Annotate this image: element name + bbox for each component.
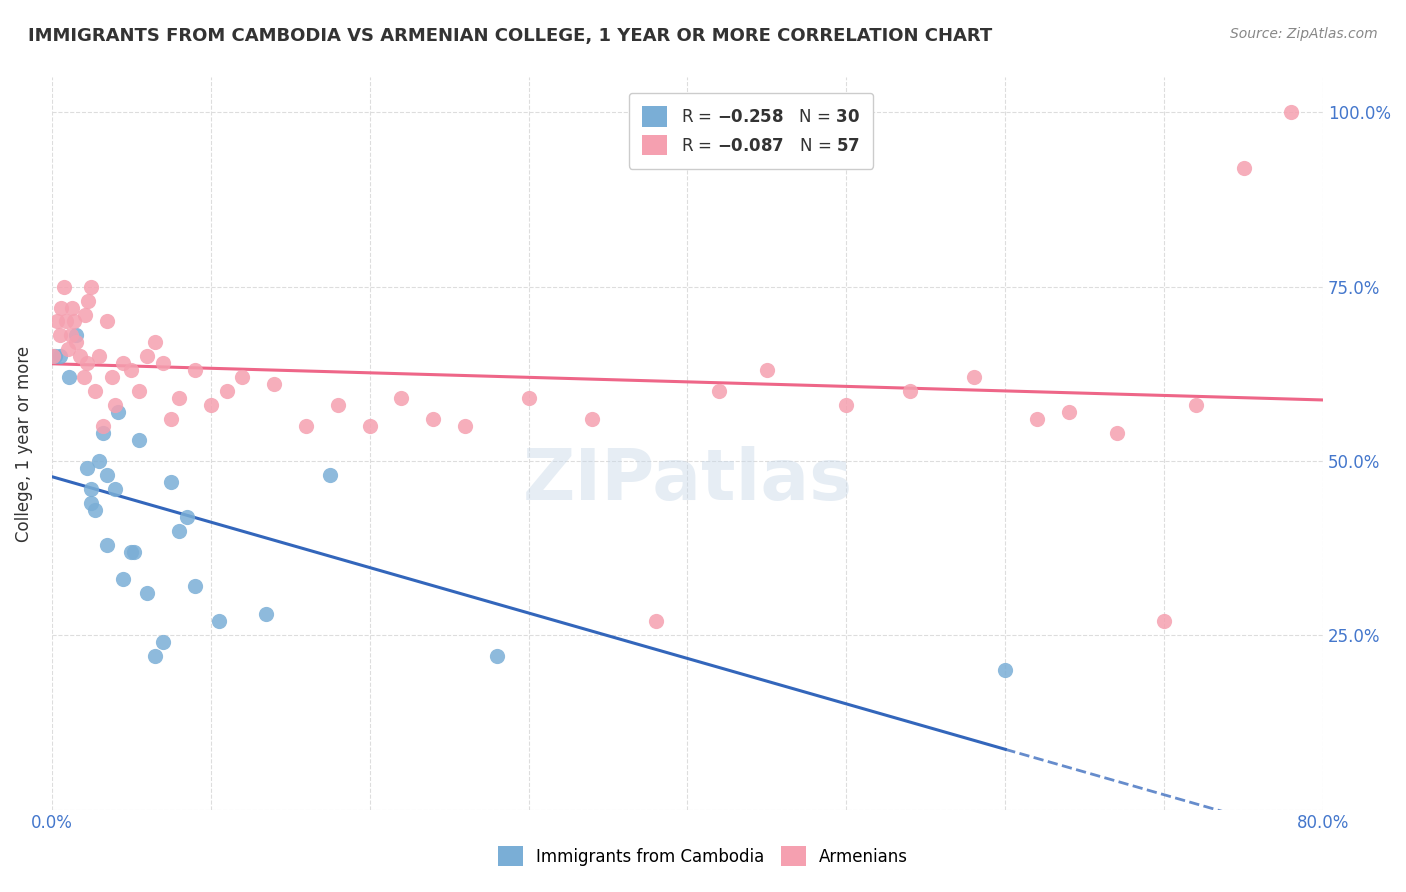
Point [101,370,124,384]
Point [48,328,70,343]
Point [326,398,349,412]
Point [104,398,127,412]
Point [76,356,98,370]
Y-axis label: College, 1 year or more: College, 1 year or more [15,345,32,541]
Point [176,509,198,524]
Point [120,544,142,558]
Point [112,573,135,587]
Point [59,328,82,343]
Point [389,391,412,405]
Point [709,384,731,399]
Point [124,544,146,558]
Point [200,398,222,412]
Point [295,419,318,434]
Point [80,482,103,496]
Point [51,301,73,315]
Point [128,384,150,399]
Point [120,363,142,377]
Point [72,370,94,384]
Point [215,384,238,399]
Point [136,349,159,363]
Point [184,363,207,377]
Point [167,391,190,405]
Point [359,419,381,434]
Point [48,349,70,363]
Point [69,349,91,363]
Point [167,524,190,538]
Point [962,370,984,384]
Point [422,412,444,426]
Point [45,314,67,328]
Point [207,615,229,629]
Point [1026,412,1049,426]
Point [143,649,166,664]
Point [160,475,183,489]
Point [517,391,540,405]
Point [835,398,858,412]
Text: Source: ZipAtlas.com: Source: ZipAtlas.com [1230,27,1378,41]
Point [65,335,87,350]
Point [107,405,129,419]
Point [62,301,84,315]
Point [96,467,118,482]
Point [1185,398,1208,412]
Point [56,343,79,357]
Point [254,607,277,622]
Point [77,293,100,308]
Point [75,308,97,322]
Point [1057,405,1080,419]
Point [143,335,166,350]
Point [1233,161,1256,175]
Point [89,349,111,363]
Point [1153,615,1175,629]
Point [755,363,778,377]
Point [152,635,174,649]
Point [994,663,1017,677]
Point [80,496,103,510]
Point [104,482,127,496]
Point [91,425,114,440]
Point [128,433,150,447]
Point [231,370,253,384]
Point [581,412,603,426]
Point [63,314,86,328]
Text: ZIPatlas: ZIPatlas [523,446,852,515]
Point [80,279,103,293]
Point [44,349,66,363]
Point [53,279,76,293]
Legend: R = $\mathbf{-0.258}$   N = $\mathbf{30}$, R = $\mathbf{-0.087}$   N = $\mathbf{: R = $\mathbf{-0.258}$ N = $\mathbf{30}$,… [628,93,873,169]
Point [83,384,105,399]
Point [96,314,118,328]
Point [55,314,77,328]
Point [65,328,87,343]
Point [160,412,183,426]
Point [89,454,111,468]
Point [58,370,80,384]
Point [263,377,285,392]
Point [898,384,921,399]
Point [76,461,98,475]
Legend: Immigrants from Cambodia, Armenians: Immigrants from Cambodia, Armenians [489,838,917,875]
Text: IMMIGRANTS FROM CAMBODIA VS ARMENIAN COLLEGE, 1 YEAR OR MORE CORRELATION CHART: IMMIGRANTS FROM CAMBODIA VS ARMENIAN COL… [28,27,993,45]
Point [644,615,666,629]
Point [319,467,342,482]
Point [96,538,118,552]
Point [485,649,508,664]
Point [83,502,105,516]
Point [184,579,207,593]
Point [112,356,135,370]
Point [91,419,114,434]
Point [454,419,477,434]
Point [1105,425,1128,440]
Point [1279,105,1302,120]
Point [136,586,159,600]
Point [42,349,65,363]
Point [152,356,174,370]
